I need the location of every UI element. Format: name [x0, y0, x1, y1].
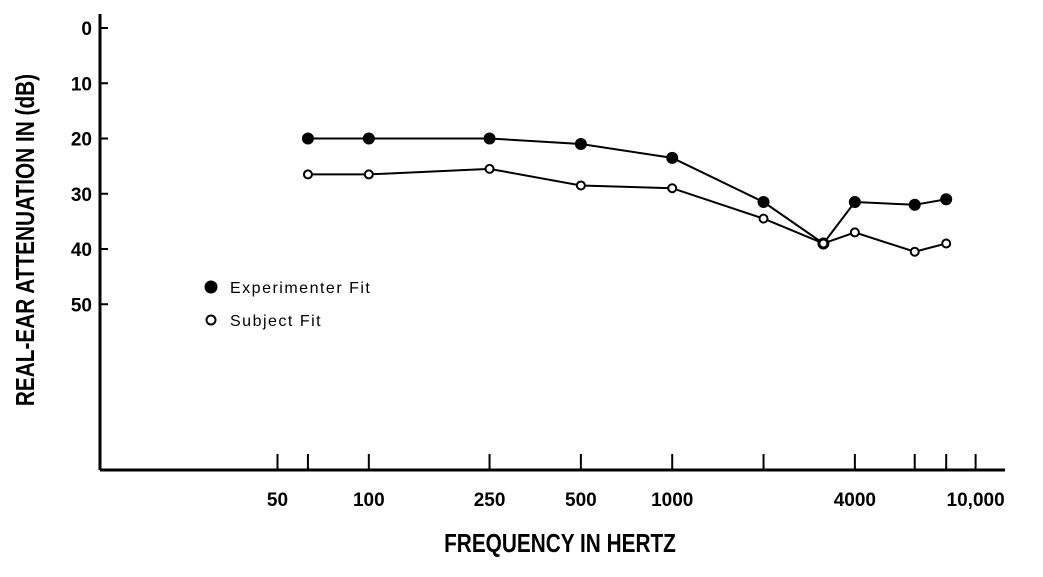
data-point	[666, 151, 679, 164]
data-point	[908, 198, 921, 211]
data-point	[758, 213, 769, 224]
legend-marker	[204, 280, 218, 294]
y-tick-label: 10	[71, 74, 92, 95]
x-axis-label: FREQUENCY IN HERTZ	[444, 529, 676, 558]
y-tick-label: 30	[71, 185, 92, 206]
legend-marker	[205, 314, 217, 326]
data-point	[667, 183, 678, 194]
data-point	[574, 138, 587, 151]
x-tick-label: 500	[565, 490, 597, 511]
y-tick-label: 0	[81, 19, 92, 40]
y-tick-label: 40	[71, 240, 92, 261]
legend-label: Experimenter Fit	[230, 280, 371, 297]
data-point	[849, 227, 860, 238]
data-point	[575, 180, 586, 191]
data-point	[363, 169, 374, 180]
data-point	[302, 169, 313, 180]
data-point	[941, 238, 952, 249]
x-tick-label: 4000	[834, 490, 876, 511]
series-line	[307, 167, 947, 253]
legend-label: Subject Fit	[230, 313, 322, 330]
data-point	[818, 238, 829, 249]
y-tick-label: 20	[71, 130, 92, 151]
y-tick-label: 50	[71, 295, 92, 316]
series-line	[307, 137, 947, 245]
x-tick-label: 250	[474, 490, 506, 511]
x-tick-label: 1000	[651, 490, 693, 511]
y-axis-label: REAL-EAR ATTENUATION IN (dB)	[11, 74, 40, 406]
data-point	[757, 196, 770, 209]
data-point	[940, 193, 953, 206]
data-point	[848, 196, 861, 209]
data-point	[484, 163, 495, 174]
data-point	[301, 132, 314, 145]
data-point	[909, 246, 920, 257]
x-tick-label: 10,000	[947, 490, 1005, 511]
data-point	[362, 132, 375, 145]
x-tick-label: 50	[267, 490, 288, 511]
data-point	[483, 132, 496, 145]
x-tick-label: 100	[353, 490, 385, 511]
